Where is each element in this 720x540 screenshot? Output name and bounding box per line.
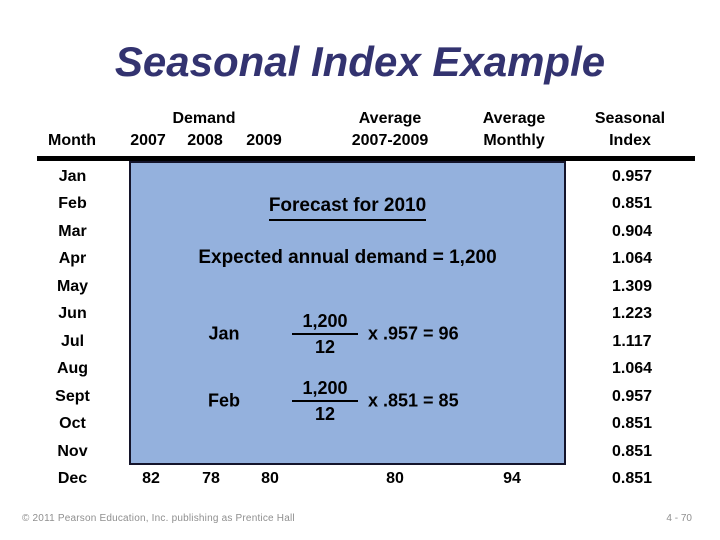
forecast-heading: Forecast for 2010	[268, 195, 427, 221]
fraction-bar	[292, 333, 358, 335]
month-cell: Apr	[58, 250, 87, 268]
month-column: Jan Feb Mar Apr May Jun Jul Aug Sept Oct…	[30, 163, 115, 493]
equation-month: Jan	[208, 323, 240, 344]
dec-average: 80	[386, 470, 404, 487]
dec-average-monthly: 94	[503, 470, 521, 487]
equation-row-jan: Jan 1,200 12 x .957 = 96	[131, 301, 564, 367]
header-year-2008: 2008	[187, 132, 223, 149]
equation-month: Feb	[207, 390, 241, 411]
equation-row-feb: Feb 1,200 12 x .851 = 85	[131, 368, 564, 434]
seasonal-index-cell: 0.904	[611, 222, 653, 240]
seasonal-index-cell: 1.117	[612, 332, 652, 350]
fraction-denominator: 12	[314, 337, 336, 357]
seasonal-index-cell: 1.309	[611, 277, 653, 295]
seasonal-index-cell: 0.851	[611, 195, 653, 213]
month-cell: Dec	[57, 470, 88, 488]
forecast-overlay-box: Forecast for 2010 Expected annual demand…	[129, 161, 566, 465]
dec-demand-2009: 80	[261, 470, 279, 487]
header-seasonal-sub: Index	[609, 132, 651, 149]
header-month: Month	[48, 132, 96, 149]
month-cell: Feb	[58, 195, 87, 213]
seasonal-index-cell: 1.223	[611, 305, 653, 323]
header-demand-group: Demand	[172, 110, 236, 127]
header-average-label: Average	[358, 110, 422, 127]
dec-demand-2008: 78	[202, 470, 220, 487]
seasonal-index-cell: 0.851	[611, 442, 653, 460]
header-average-range: 2007-2009	[351, 132, 429, 149]
header-seasonal-label: Seasonal	[594, 110, 666, 127]
page-number: 4 - 70	[666, 513, 692, 524]
dec-demand-2007: 82	[142, 470, 160, 487]
month-cell: Jun	[58, 305, 87, 323]
equation-result: x .957 = 96	[368, 323, 459, 344]
fraction-bar	[292, 400, 358, 402]
header-year-2009: 2009	[246, 132, 282, 149]
seasonal-index-cell: 0.957	[611, 167, 653, 185]
month-cell: Sept	[55, 387, 90, 405]
equation-fraction: 1,200 12	[292, 378, 358, 424]
forecast-heading-wrap: Forecast for 2010	[131, 195, 564, 221]
seasonal-index-cell: 0.851	[611, 415, 653, 433]
month-cell: Nov	[57, 442, 88, 460]
seasonal-index-column: 0.957 0.851 0.904 1.064 1.309 1.223 1.11…	[593, 163, 671, 493]
seasonal-index-cell: 0.957	[611, 387, 653, 405]
header-monthly-sub: Monthly	[483, 132, 545, 149]
dec-row-values: 82 78 80 80 94	[0, 465, 720, 493]
header-rule	[37, 156, 695, 161]
month-cell: Jul	[60, 332, 85, 350]
fraction-numerator: 1,200	[302, 311, 348, 331]
equation-fraction: 1,200 12	[292, 311, 358, 357]
seasonal-index-cell: 1.064	[611, 360, 653, 378]
slide-title: Seasonal Index Example	[114, 38, 606, 85]
copyright-text: © 2011 Pearson Education, Inc. publishin…	[22, 513, 295, 524]
header-monthly-label: Average	[482, 110, 546, 127]
fraction-denominator: 12	[314, 404, 336, 424]
fraction-numerator: 1,200	[302, 378, 348, 398]
header-year-2007: 2007	[130, 132, 166, 149]
month-cell: Mar	[58, 222, 87, 240]
month-cell: Jan	[58, 167, 87, 185]
month-cell: Aug	[56, 360, 89, 378]
seasonal-index-cell: 0.851	[611, 470, 653, 488]
expected-demand-line: Expected annual demand = 1,200	[198, 247, 497, 268]
equation-result: x .851 = 85	[368, 390, 459, 411]
month-cell: Oct	[59, 415, 86, 433]
seasonal-index-cell: 1.064	[611, 250, 653, 268]
month-cell: May	[56, 277, 89, 295]
